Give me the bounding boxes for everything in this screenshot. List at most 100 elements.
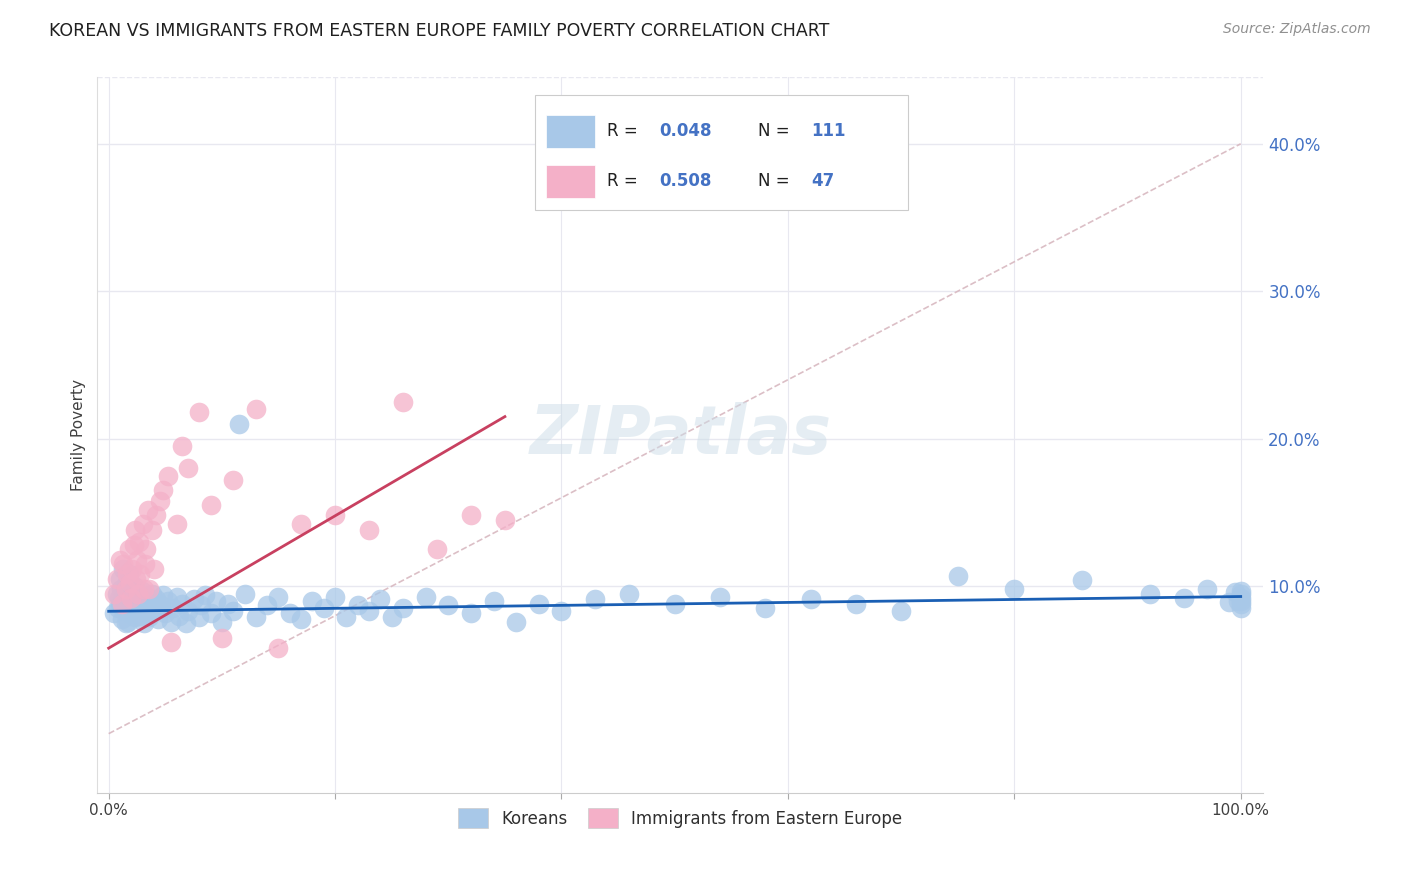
Point (381, 610, 404, 624)
Point (256, 599, 278, 613)
Point (111, 597, 134, 611)
Point (357, 523, 380, 537)
Point (174, 616, 197, 631)
Point (267, 641, 290, 656)
Point (121, 561, 143, 575)
Point (136, 606, 159, 620)
Text: N =: N = (758, 122, 796, 140)
Point (112, 557, 135, 571)
Point (120, 606, 142, 620)
Point (111, 612, 134, 626)
Point (128, 591, 150, 605)
Point (1071, 574, 1094, 588)
Point (141, 523, 163, 537)
Point (122, 538, 145, 552)
Point (103, 606, 125, 620)
Point (1218, 595, 1240, 609)
Point (1229, 594, 1251, 608)
Text: N =: N = (758, 172, 796, 190)
Point (177, 604, 200, 618)
Point (152, 483, 174, 498)
Point (290, 517, 312, 532)
Point (152, 588, 174, 602)
Point (392, 395, 415, 409)
Point (709, 590, 731, 604)
Point (105, 586, 128, 600)
Point (111, 592, 134, 607)
Point (619, 586, 641, 600)
Text: 0.048: 0.048 (659, 122, 711, 140)
Point (155, 606, 177, 620)
Point (117, 615, 139, 629)
Point (108, 597, 131, 611)
Point (664, 597, 686, 611)
Point (217, 597, 239, 611)
Point (127, 601, 149, 615)
Point (505, 615, 527, 629)
Point (160, 635, 183, 649)
Point (245, 610, 267, 624)
Point (1002, 582, 1025, 596)
Point (148, 612, 170, 626)
Text: ZIPatlas: ZIPatlas (529, 402, 831, 468)
Text: 111: 111 (811, 122, 845, 140)
Point (1139, 586, 1161, 600)
Point (1195, 582, 1218, 596)
Point (323, 508, 346, 523)
Text: KOREAN VS IMMIGRANTS FROM EASTERN EUROPE FAMILY POVERTY CORRELATION CHART: KOREAN VS IMMIGRANTS FROM EASTERN EUROPE… (49, 22, 830, 40)
Point (845, 597, 868, 611)
Point (112, 561, 135, 575)
FancyBboxPatch shape (534, 95, 908, 210)
Point (550, 604, 572, 618)
Point (124, 610, 146, 624)
Point (1227, 594, 1250, 608)
Point (162, 601, 184, 615)
Point (120, 585, 142, 599)
Point (103, 586, 125, 600)
Point (129, 567, 152, 582)
FancyBboxPatch shape (547, 165, 595, 198)
Point (139, 597, 162, 611)
Point (1229, 597, 1251, 611)
Point (114, 582, 136, 596)
FancyBboxPatch shape (547, 115, 595, 147)
Point (127, 586, 149, 600)
Point (167, 608, 190, 623)
Point (142, 604, 165, 618)
Point (194, 588, 217, 602)
Point (1229, 583, 1251, 598)
Point (188, 610, 211, 624)
Point (110, 582, 132, 596)
Point (132, 616, 155, 631)
Point (114, 590, 136, 604)
Point (122, 579, 145, 593)
Point (1223, 585, 1246, 599)
Point (211, 615, 233, 629)
Point (1229, 601, 1251, 615)
Point (108, 591, 131, 605)
Point (105, 572, 128, 586)
Point (482, 594, 505, 608)
Point (228, 417, 250, 431)
Point (138, 582, 160, 596)
Point (890, 604, 912, 618)
Point (115, 567, 138, 582)
Point (754, 601, 776, 615)
Point (437, 599, 460, 613)
Point (107, 601, 129, 615)
Y-axis label: Family Poverty: Family Poverty (72, 379, 86, 491)
Point (134, 594, 156, 608)
Point (1229, 591, 1251, 605)
Point (312, 601, 335, 615)
Point (120, 604, 142, 618)
Point (370, 592, 392, 607)
Point (120, 591, 142, 605)
Point (233, 586, 256, 600)
Point (460, 508, 482, 523)
Point (527, 597, 550, 611)
Point (145, 592, 167, 607)
Point (200, 498, 222, 512)
Point (115, 583, 138, 598)
Point (125, 552, 148, 566)
Point (129, 608, 152, 623)
